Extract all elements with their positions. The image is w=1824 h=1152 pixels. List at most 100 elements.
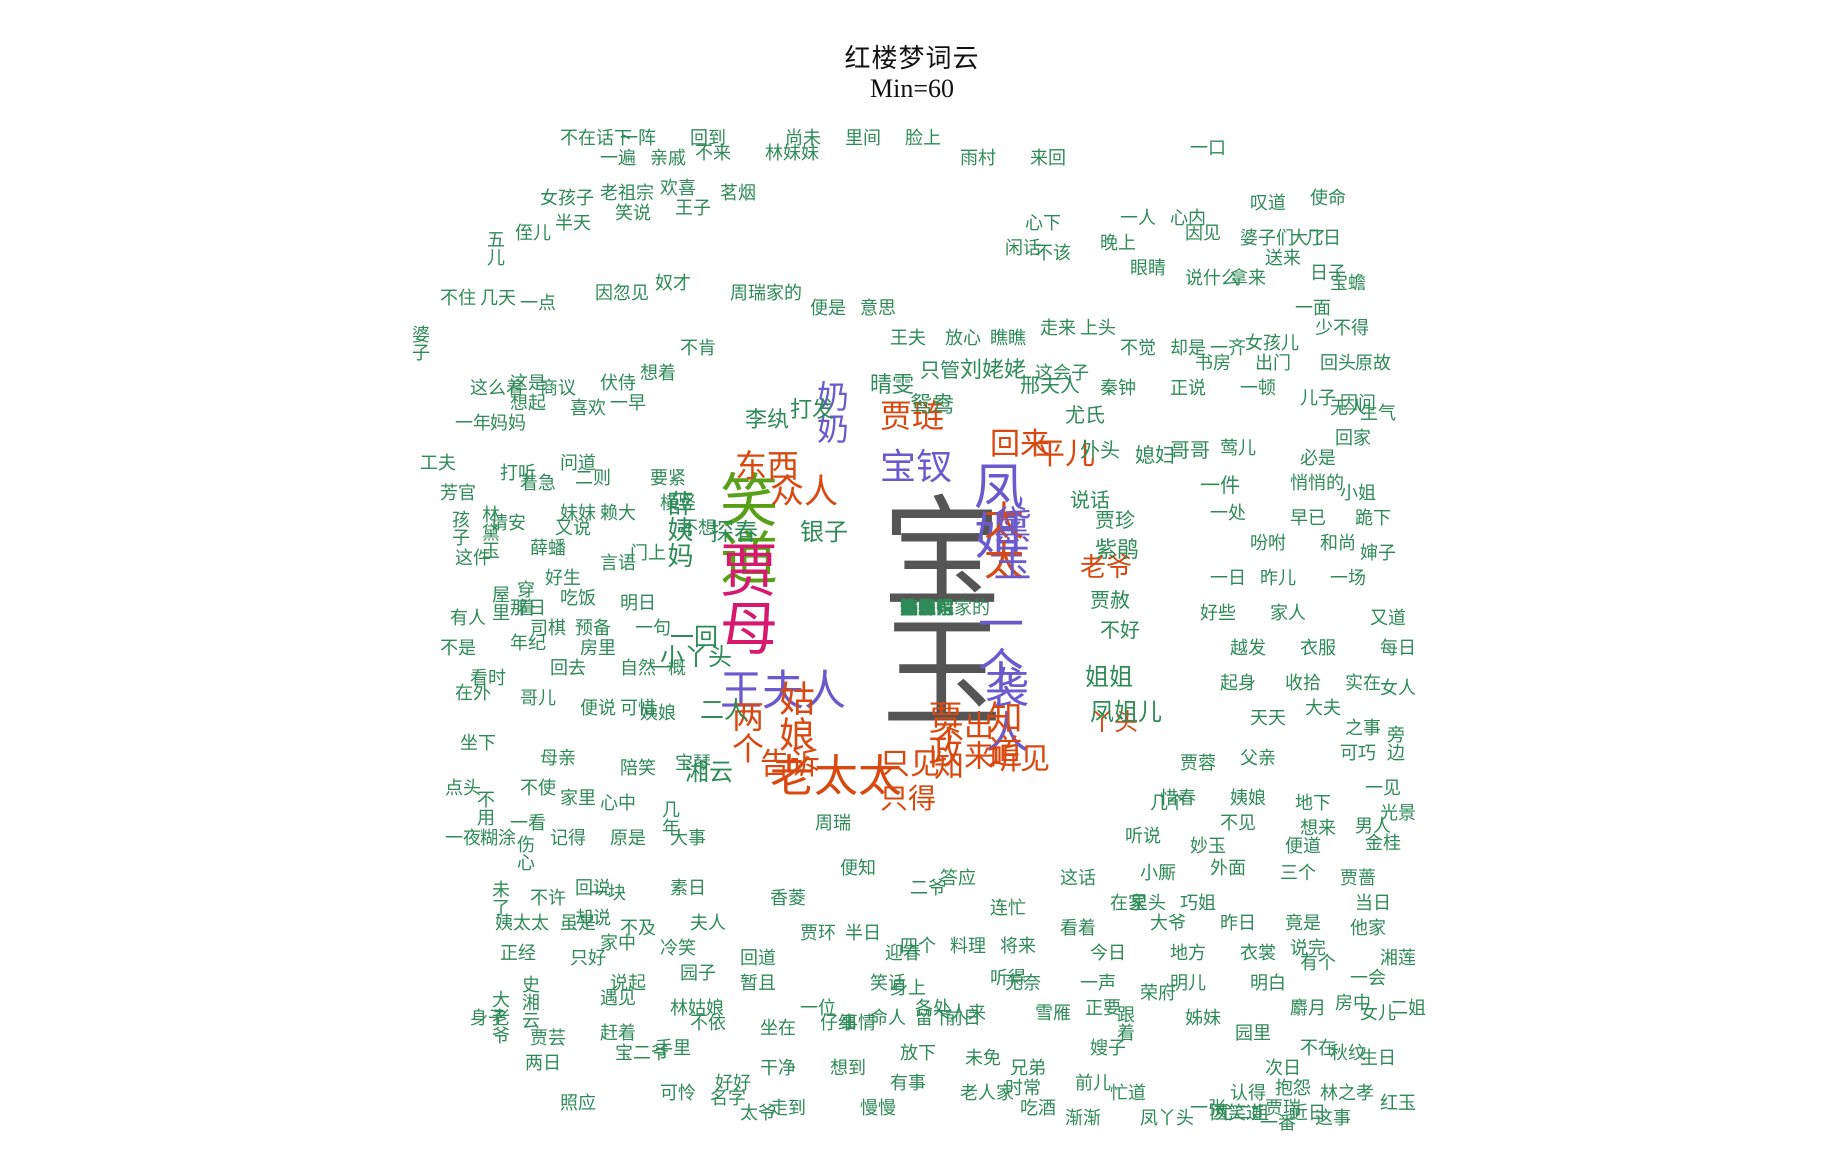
cloud-word: 他家: [1350, 918, 1386, 939]
cloud-word: 东西: [735, 447, 800, 485]
cloud-word: 一顿: [1240, 378, 1276, 399]
cloud-word: 起身: [1220, 673, 1256, 694]
cloud-word: 父亲: [1240, 748, 1276, 769]
cloud-word: 放在: [900, 598, 936, 619]
cloud-word: 有事: [890, 1073, 926, 1094]
cloud-word: 众人: [770, 472, 838, 512]
cloud-word: 大了: [1290, 228, 1326, 249]
cloud-word: 茗烟: [720, 183, 756, 204]
cloud-word: 着急: [520, 473, 556, 494]
cloud-word: 答应: [940, 868, 976, 889]
cloud-word: 二人: [700, 696, 748, 724]
cloud-word: 一早: [610, 393, 646, 414]
cloud-word: 凤姐: [966, 460, 1024, 560]
cloud-word: 便是: [810, 298, 846, 319]
cloud-word: 一位: [800, 998, 836, 1019]
cloud-word: 原故: [1355, 353, 1391, 374]
cloud-word: 不觉: [1120, 338, 1156, 359]
cloud-word: 尤二姐: [1215, 1103, 1269, 1124]
cloud-word: 各处: [915, 998, 951, 1019]
cloud-word: 晴雯: [870, 373, 915, 398]
cloud-word: 心中: [600, 793, 636, 814]
cloud-word: 有个: [1300, 953, 1336, 974]
cloud-word: 一日: [1210, 568, 1246, 589]
cloud-word: 昨日: [1220, 913, 1256, 934]
cloud-word: 贾环: [800, 923, 836, 944]
cloud-word: 旁边: [1384, 725, 1405, 761]
cloud-word: 宝钗: [880, 447, 953, 488]
cloud-word: 明儿: [1170, 973, 1206, 994]
cloud-word: 正说: [1170, 378, 1206, 399]
cloud-word: 时常: [1005, 1078, 1041, 1099]
cloud-word: 近日: [1290, 1103, 1326, 1124]
cloud-word: 屋子: [900, 598, 936, 619]
cloud-word: 回到: [690, 128, 726, 149]
cloud-word: 里头: [1130, 893, 1166, 914]
cloud-word: 回家: [1335, 428, 1371, 449]
cloud-word: 点头: [445, 778, 481, 799]
cloud-word: 照应: [560, 1093, 596, 1114]
cloud-word: 赶着: [600, 1023, 636, 1044]
cloud-word: 奶奶: [812, 380, 850, 444]
cloud-word: 只见: [880, 747, 940, 782]
cloud-word: 宝琴: [675, 753, 711, 774]
cloud-word: 半天: [555, 213, 591, 234]
cloud-word: 不许: [530, 888, 566, 909]
cloud-word: 不使: [520, 778, 556, 799]
cloud-word: 一张: [1190, 1098, 1226, 1119]
cloud-word: 横竖: [660, 493, 696, 514]
cloud-word: 一块: [590, 883, 626, 904]
cloud-word: 这么着: [470, 378, 524, 399]
cloud-word: 几年: [659, 800, 680, 836]
cloud-word: 赖大: [600, 503, 636, 524]
cloud-word: 贾蔷: [1340, 868, 1376, 889]
cloud-word: 一场: [1330, 568, 1366, 589]
cloud-word: 贾政: [922, 700, 962, 768]
cloud-word: 听说: [1125, 826, 1161, 847]
cloud-word: 在家: [1110, 893, 1146, 914]
cloud-word: 一年: [455, 413, 491, 434]
cloud-word: 潇湘馆: [900, 598, 954, 619]
cloud-word: 家里: [560, 788, 596, 809]
cloud-word: 笑道: [710, 470, 778, 586]
cloud-word: 一件: [1200, 473, 1240, 497]
cloud-word: 刘姥姥: [960, 358, 1027, 383]
cloud-word: 只好: [570, 948, 606, 969]
cloud-word: 巧姐: [1180, 893, 1216, 914]
cloud-word: 可怜: [660, 1083, 696, 1104]
cloud-word: 伤心: [514, 835, 535, 871]
cloud-word: 抱怨: [1275, 1078, 1311, 1099]
cloud-word: 走到: [770, 1098, 806, 1119]
cloud-word: 秋纹: [1330, 1043, 1366, 1064]
cloud-word: 房里: [580, 638, 616, 659]
cloud-word: 一番: [1260, 1113, 1296, 1134]
cloud-word: 周瑞家的: [730, 283, 802, 304]
cloud-word: 薛蟠: [530, 538, 566, 559]
chart-title: 红楼梦词云: [844, 44, 980, 74]
cloud-word: 明日: [620, 593, 656, 614]
cloud-word: 二姐: [1390, 998, 1426, 1019]
cloud-word: 不依: [690, 1013, 726, 1034]
cloud-word: 贾蓉: [1180, 753, 1216, 774]
cloud-word: 周瑞: [815, 813, 851, 834]
cloud-word: 因问: [1340, 393, 1376, 414]
cloud-word: 史湘云: [519, 975, 540, 1029]
cloud-word: 正要: [1085, 998, 1121, 1019]
cloud-word: 那日: [510, 598, 546, 619]
cloud-word: 房中: [1335, 993, 1371, 1014]
cloud-word: 一阵: [620, 128, 656, 149]
cloud-word: 却说: [575, 908, 611, 929]
cloud-word: 女人: [1380, 678, 1416, 699]
cloud-word: 告诉: [760, 747, 820, 782]
cloud-word: 凤姐儿: [1090, 698, 1162, 726]
cloud-word: 当日: [1355, 893, 1391, 914]
cloud-word: 预备: [575, 618, 611, 639]
cloud-word: 里间: [845, 128, 881, 149]
cloud-word: 贾瑞: [1265, 1098, 1301, 1119]
cloud-word: 平儿: [1035, 437, 1095, 472]
cloud-word: 芳官: [440, 483, 476, 504]
cloud-word: 一齐: [1210, 338, 1246, 359]
cloud-word: 凤丫头: [1140, 1108, 1194, 1129]
cloud-word: 婆子们: [1240, 228, 1294, 249]
